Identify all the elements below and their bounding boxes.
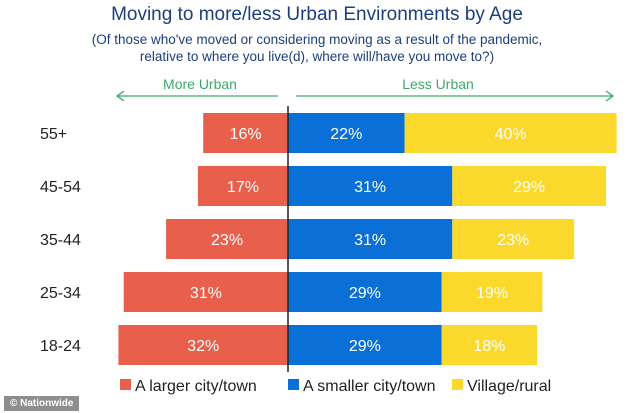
direction-label-left: More Urban xyxy=(163,76,237,92)
arrow-right-head-icon xyxy=(605,90,615,102)
data-label: 31% xyxy=(354,179,386,196)
bar-segment xyxy=(203,113,288,153)
category-label: 18-24 xyxy=(40,338,81,355)
bar-segment xyxy=(404,113,617,153)
bar-segment xyxy=(441,325,538,365)
data-label: 22% xyxy=(330,126,362,143)
legend-swatch xyxy=(452,379,463,390)
bar-segment xyxy=(288,219,453,259)
data-label: 31% xyxy=(354,232,386,249)
data-label: 16% xyxy=(230,126,262,143)
chart-subtitle-line-1: (Of those who've moved or considering mo… xyxy=(91,32,543,47)
category-label: 25-34 xyxy=(40,285,81,302)
bar-segment xyxy=(288,325,442,365)
credit-watermark: © Nationwide xyxy=(4,396,80,411)
chart-title: Moving to more/less Urban Environments b… xyxy=(111,4,523,25)
data-label: 40% xyxy=(495,126,527,143)
arrow-left-head-icon xyxy=(115,90,125,102)
bar-segment xyxy=(166,219,288,259)
bar-segment xyxy=(123,272,288,312)
bar-segment xyxy=(197,166,288,206)
data-label: 32% xyxy=(187,338,219,355)
data-label: 29% xyxy=(349,285,381,302)
legend-label: A smaller city/town xyxy=(303,378,435,395)
legend-swatch xyxy=(288,379,299,390)
data-label: 23% xyxy=(497,232,529,249)
data-label: 31% xyxy=(190,285,222,302)
data-label: 19% xyxy=(476,285,508,302)
bar-segment xyxy=(288,113,405,153)
legend-label: Village/rural xyxy=(467,378,551,395)
bar-segment xyxy=(288,166,453,206)
bar-segment xyxy=(118,325,289,365)
chart-subtitle-line-2: relative to where you live(d), where wil… xyxy=(139,49,495,64)
data-label: 29% xyxy=(513,179,545,196)
legend-label: A larger city/town xyxy=(135,378,257,395)
category-label: 55+ xyxy=(40,126,67,143)
data-label: 29% xyxy=(349,338,381,355)
data-label: 23% xyxy=(211,232,243,249)
bar-segment xyxy=(452,166,606,206)
legend-swatch xyxy=(120,379,131,390)
bar-segment xyxy=(452,219,575,259)
category-label: 45-54 xyxy=(40,179,81,196)
data-label: 17% xyxy=(227,179,259,196)
bar-segment xyxy=(441,272,543,312)
bar-segment xyxy=(288,272,442,312)
direction-label-right: Less Urban xyxy=(402,76,474,92)
category-label: 35-44 xyxy=(40,232,81,249)
data-label: 18% xyxy=(473,338,505,355)
